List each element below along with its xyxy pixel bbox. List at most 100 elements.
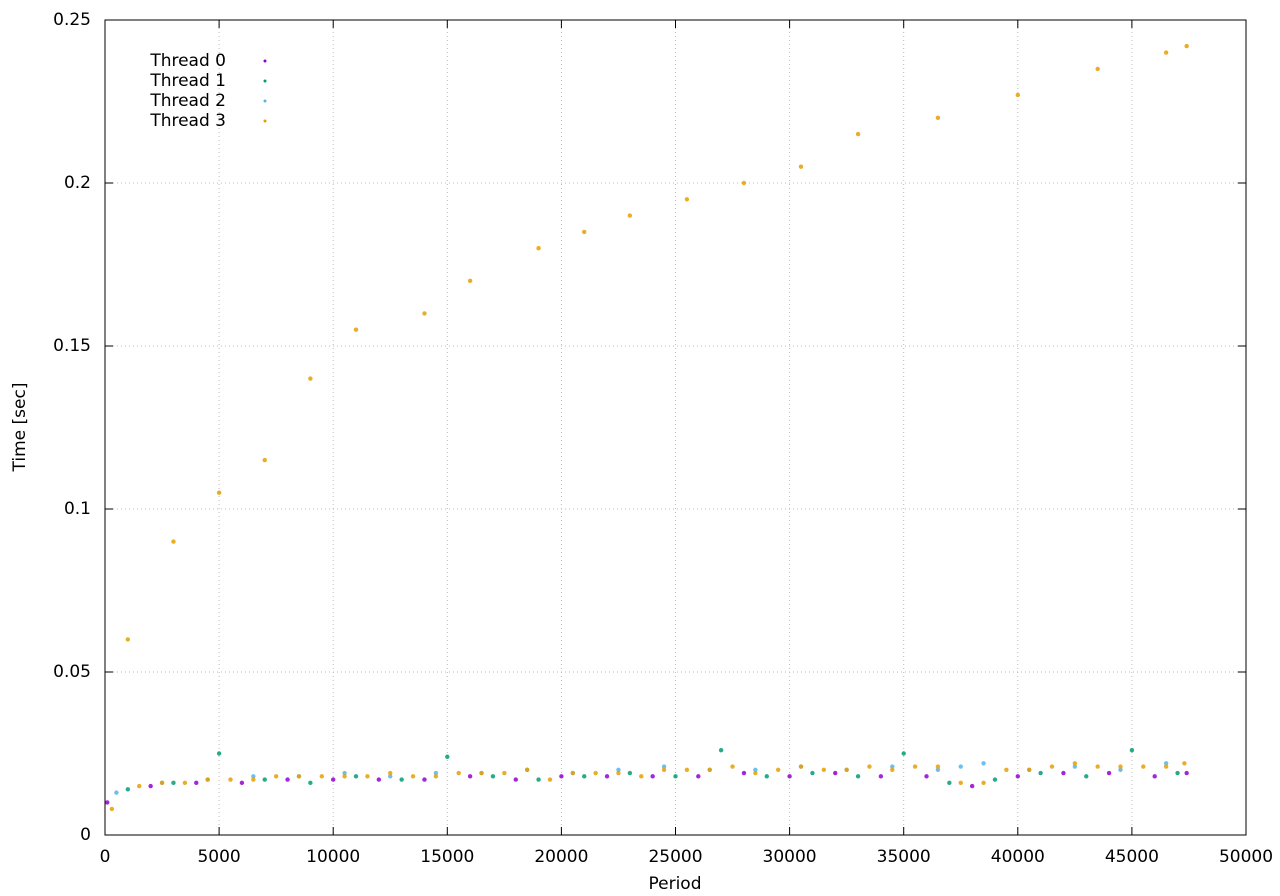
point xyxy=(239,780,245,786)
point xyxy=(855,131,861,137)
point xyxy=(604,774,610,779)
point xyxy=(182,780,188,786)
point xyxy=(171,539,176,544)
point xyxy=(308,780,313,786)
point xyxy=(559,774,564,779)
point xyxy=(216,490,222,495)
point xyxy=(627,770,633,776)
point xyxy=(593,770,598,776)
x-tick-label: 35000 xyxy=(877,847,931,867)
point xyxy=(422,777,427,782)
point xyxy=(296,774,302,779)
point xyxy=(673,774,678,779)
point xyxy=(935,764,941,769)
point xyxy=(1184,770,1189,776)
point xyxy=(616,770,621,776)
point xyxy=(901,751,906,756)
y-tick-label: 0.1 xyxy=(64,499,91,519)
point xyxy=(718,748,724,753)
x-tick-label: 30000 xyxy=(763,847,817,867)
point xyxy=(1095,764,1100,769)
point xyxy=(1049,764,1055,769)
point xyxy=(855,774,861,779)
point xyxy=(650,774,655,779)
x-tick-label: 15000 xyxy=(420,847,474,867)
legend-marker xyxy=(263,119,267,123)
x-tick-label: 45000 xyxy=(1105,847,1159,867)
point xyxy=(661,764,667,769)
point xyxy=(696,774,701,779)
point xyxy=(1163,761,1169,766)
point xyxy=(159,780,165,786)
x-tick-label: 20000 xyxy=(534,847,588,867)
legend-marker xyxy=(263,79,267,83)
point xyxy=(1015,92,1020,98)
point xyxy=(821,767,827,772)
point xyxy=(114,790,119,795)
point xyxy=(684,767,690,772)
point xyxy=(1152,774,1157,779)
point xyxy=(490,774,496,779)
point xyxy=(205,777,210,782)
point xyxy=(1038,770,1043,776)
legend-label: Thread 0 xyxy=(149,51,226,71)
y-tick-label: 0.05 xyxy=(53,662,91,682)
x-tick-label: 10000 xyxy=(306,847,360,867)
point xyxy=(353,327,359,332)
point xyxy=(890,764,895,769)
point xyxy=(109,806,115,812)
point xyxy=(1072,761,1078,766)
point xyxy=(547,777,553,782)
x-tick-label: 5000 xyxy=(197,847,240,867)
point xyxy=(1027,767,1032,772)
point xyxy=(216,751,222,756)
point xyxy=(422,311,427,316)
point xyxy=(388,774,393,779)
point xyxy=(844,767,849,772)
point xyxy=(456,770,461,776)
point xyxy=(935,767,941,772)
x-tick-label: 50000 xyxy=(1219,847,1273,867)
point xyxy=(536,777,541,782)
point xyxy=(730,764,735,769)
legend-marker xyxy=(263,59,267,63)
point xyxy=(308,376,313,381)
point xyxy=(445,754,450,759)
point xyxy=(285,777,290,782)
point xyxy=(981,761,986,766)
y-tick-label: 0.25 xyxy=(53,10,91,30)
point xyxy=(433,774,439,779)
point xyxy=(1061,770,1066,776)
point xyxy=(947,780,952,786)
point xyxy=(273,774,279,779)
point xyxy=(582,774,587,779)
point xyxy=(125,637,131,642)
point xyxy=(958,764,963,769)
point xyxy=(331,777,336,782)
point xyxy=(513,777,518,782)
point xyxy=(833,770,838,776)
point xyxy=(388,770,393,776)
point xyxy=(342,774,347,779)
point xyxy=(251,777,256,782)
point xyxy=(969,783,975,789)
plot-frame xyxy=(104,19,1247,836)
point xyxy=(764,774,769,779)
point xyxy=(890,767,895,772)
point xyxy=(935,115,941,121)
point xyxy=(262,777,267,782)
point xyxy=(410,774,416,779)
point xyxy=(105,800,110,805)
point xyxy=(616,767,621,772)
point xyxy=(467,774,473,779)
legend-label: Thread 2 xyxy=(149,91,226,111)
point xyxy=(502,770,507,776)
point xyxy=(467,278,473,283)
point xyxy=(228,777,233,782)
point xyxy=(376,777,382,782)
point xyxy=(912,764,918,769)
legend-label: Thread 1 xyxy=(149,71,226,91)
point xyxy=(627,213,633,218)
point xyxy=(125,787,131,792)
